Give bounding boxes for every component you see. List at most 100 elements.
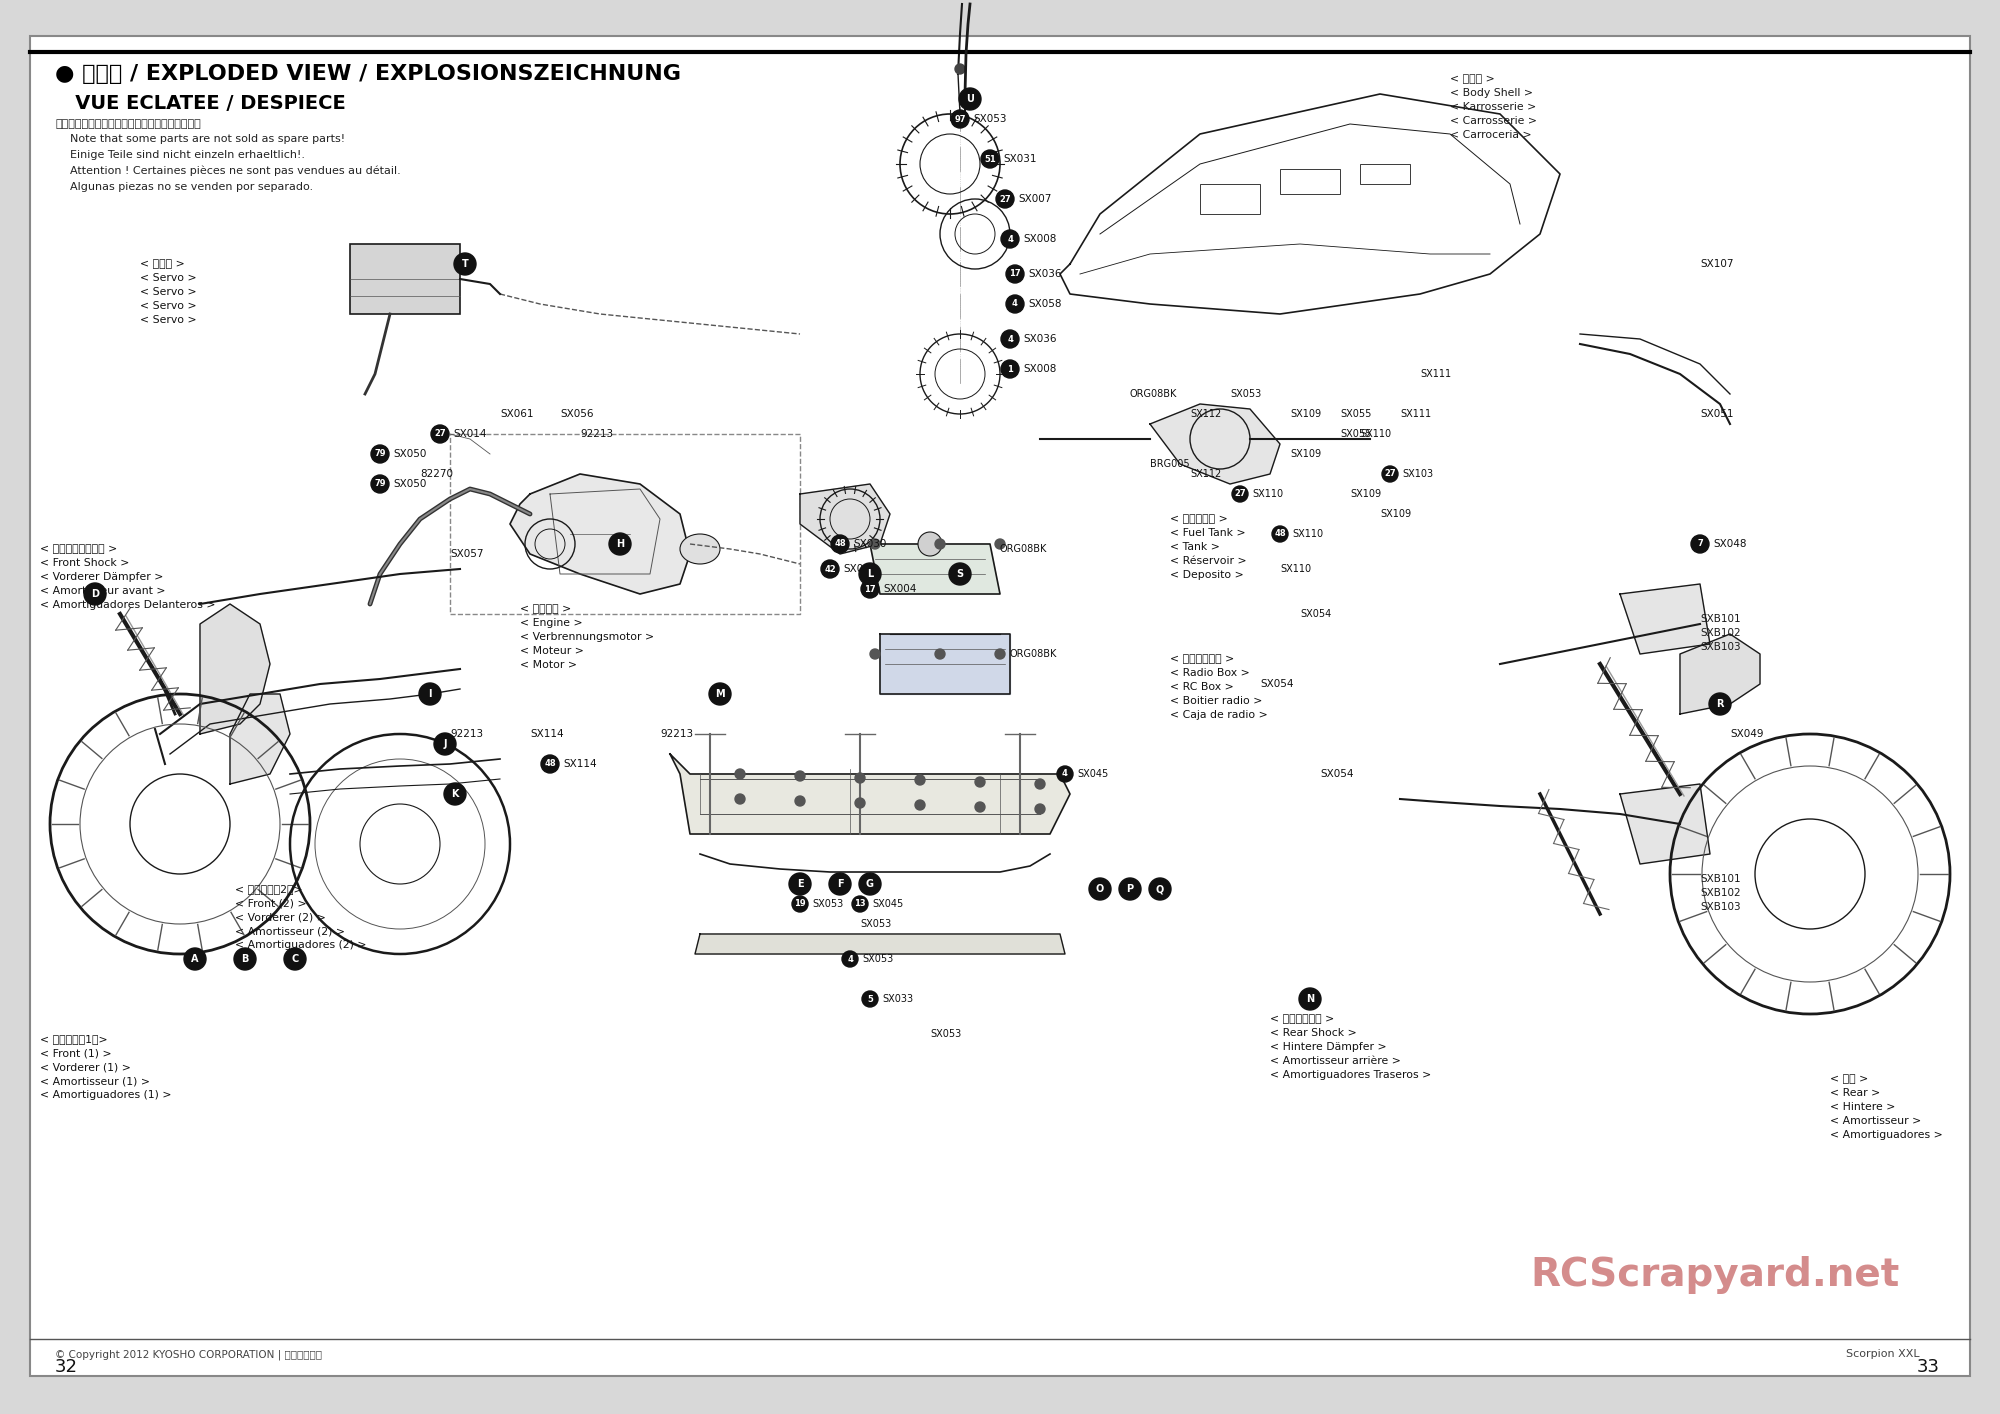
Text: < Amortiguadores >: < Amortiguadores > <box>1830 1130 1942 1140</box>
Polygon shape <box>800 484 890 554</box>
Circle shape <box>1692 534 1708 553</box>
Circle shape <box>870 649 880 659</box>
Circle shape <box>996 539 1006 549</box>
Text: < Rear >: < Rear > <box>1830 1087 1880 1099</box>
Text: 17: 17 <box>864 584 876 594</box>
Text: 42: 42 <box>824 564 836 574</box>
Circle shape <box>856 773 864 783</box>
Text: SX053: SX053 <box>930 1029 962 1039</box>
Text: 48: 48 <box>544 759 556 768</box>
Text: ORG08BK: ORG08BK <box>1010 649 1058 659</box>
Text: R: R <box>1716 699 1724 708</box>
FancyBboxPatch shape <box>30 35 1970 1376</box>
Text: SX045: SX045 <box>1076 769 1108 779</box>
Text: SX112: SX112 <box>1190 469 1222 479</box>
Polygon shape <box>1680 633 1760 714</box>
Text: P: P <box>1126 884 1134 894</box>
Text: < Vorderer (1) >: < Vorderer (1) > <box>40 1062 130 1072</box>
Text: < 燃料タンク >: < 燃料タンク > <box>1170 515 1228 525</box>
Text: 4: 4 <box>848 954 852 963</box>
Text: 33: 33 <box>1916 1357 1940 1376</box>
Text: < Servo >: < Servo > <box>140 273 196 283</box>
Text: SX053: SX053 <box>860 919 892 929</box>
Circle shape <box>860 580 880 598</box>
Circle shape <box>860 872 880 895</box>
Text: Q: Q <box>1156 884 1164 894</box>
Text: ORG08BK: ORG08BK <box>1000 544 1048 554</box>
Text: 27: 27 <box>1000 195 1010 204</box>
Text: < Amortisseur arrière >: < Amortisseur arrière > <box>1270 1056 1400 1066</box>
Text: 92213: 92213 <box>660 730 694 740</box>
Text: SX053: SX053 <box>812 899 844 909</box>
Circle shape <box>1002 230 1020 247</box>
Text: SXB102: SXB102 <box>1700 888 1740 898</box>
Circle shape <box>372 445 388 462</box>
Text: G: G <box>866 880 874 889</box>
Circle shape <box>444 783 466 805</box>
Text: SX053: SX053 <box>972 115 1006 124</box>
Circle shape <box>976 778 984 788</box>
Circle shape <box>1272 526 1288 542</box>
Text: E: E <box>796 880 804 889</box>
Text: SX036: SX036 <box>1028 269 1062 279</box>
Text: 4: 4 <box>1008 235 1012 243</box>
Circle shape <box>918 532 942 556</box>
Text: < Deposito >: < Deposito > <box>1170 570 1244 580</box>
Circle shape <box>952 110 968 129</box>
Text: 82270: 82270 <box>420 469 452 479</box>
Text: < Front Shock >: < Front Shock > <box>40 559 130 568</box>
Text: < Motor >: < Motor > <box>520 660 576 670</box>
Text: SX112: SX112 <box>1190 409 1222 419</box>
Text: T: T <box>462 259 468 269</box>
Circle shape <box>608 533 632 556</box>
Polygon shape <box>200 604 270 734</box>
Text: SX110: SX110 <box>1292 529 1324 539</box>
Text: S: S <box>956 568 964 578</box>
Text: BRG005: BRG005 <box>1150 460 1190 469</box>
Text: SXB103: SXB103 <box>1700 902 1740 912</box>
Text: < フロント（2）>: < フロント（2）> <box>236 884 302 894</box>
Text: SX057: SX057 <box>450 549 484 559</box>
Text: SX055: SX055 <box>1340 428 1372 438</box>
Text: < Carroceria >: < Carroceria > <box>1450 130 1532 140</box>
Text: 4: 4 <box>1008 335 1012 344</box>
Text: SX050: SX050 <box>392 479 426 489</box>
Circle shape <box>1088 878 1112 899</box>
Text: < Moteur >: < Moteur > <box>520 646 584 656</box>
Text: U: U <box>966 93 974 105</box>
Text: < Amortiguadores Delanteros >: < Amortiguadores Delanteros > <box>40 600 216 609</box>
Text: N: N <box>1306 994 1314 1004</box>
Text: SX054: SX054 <box>1300 609 1332 619</box>
Polygon shape <box>1620 783 1710 864</box>
Text: Attention ! Certaines pièces ne sont pas vendues au détail.: Attention ! Certaines pièces ne sont pas… <box>70 165 400 177</box>
Text: < フロントダンパー >: < フロントダンパー > <box>40 544 118 554</box>
Text: < Radio Box >: < Radio Box > <box>1170 667 1250 677</box>
Text: SX048: SX048 <box>1712 539 1746 549</box>
Text: < Vorderer (2) >: < Vorderer (2) > <box>236 912 326 922</box>
Text: < Caja de radio >: < Caja de radio > <box>1170 710 1268 720</box>
Text: SX036: SX036 <box>1024 334 1056 344</box>
Text: < Amortiguadores (1) >: < Amortiguadores (1) > <box>40 1090 172 1100</box>
Text: SX007: SX007 <box>1018 194 1052 204</box>
Text: SX050: SX050 <box>392 450 426 460</box>
Circle shape <box>1232 486 1248 502</box>
Text: < メカボックス >: < メカボックス > <box>1170 655 1234 665</box>
Text: H: H <box>616 539 624 549</box>
Circle shape <box>708 683 732 706</box>
Circle shape <box>916 800 924 810</box>
Polygon shape <box>880 633 1010 694</box>
Text: SX110: SX110 <box>1360 428 1392 438</box>
Text: F: F <box>836 880 844 889</box>
Text: < Hintere Dämpfer >: < Hintere Dämpfer > <box>1270 1042 1386 1052</box>
Circle shape <box>234 947 256 970</box>
Text: SX051: SX051 <box>1700 409 1734 419</box>
Text: < Fuel Tank >: < Fuel Tank > <box>1170 527 1246 537</box>
Circle shape <box>822 560 840 578</box>
Polygon shape <box>1620 584 1710 655</box>
Circle shape <box>420 683 440 706</box>
Text: 17: 17 <box>1010 270 1020 279</box>
Text: < Servo >: < Servo > <box>140 301 196 311</box>
Text: < Body Shell >: < Body Shell > <box>1450 88 1534 98</box>
Text: O: O <box>1096 884 1104 894</box>
Text: SX061: SX061 <box>500 409 534 419</box>
